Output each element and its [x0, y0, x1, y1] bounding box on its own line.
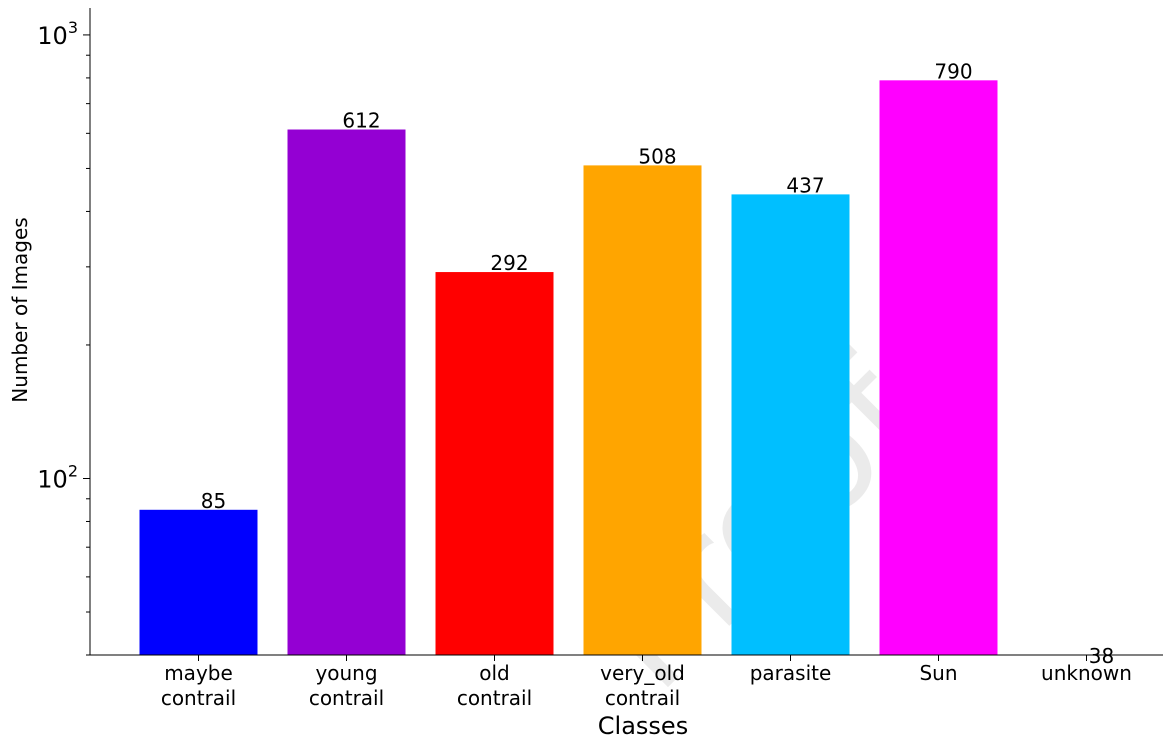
y-ticks-group: 102 103 [37, 18, 90, 655]
bar-value-label: 437 [786, 173, 824, 197]
bar [732, 194, 850, 655]
bar-value-label: 612 [342, 109, 380, 133]
bar [584, 165, 702, 655]
x-tick-label: Sun [919, 661, 957, 685]
x-tick-label: old contrail [457, 661, 532, 710]
x-ticks-group: maybe contrail young contrail old contrail ver… [161, 655, 1132, 710]
x-tick-label: very_old contrail [600, 661, 685, 710]
bar [140, 510, 258, 655]
bars-group [140, 80, 998, 655]
y-tick-label: 102 [37, 461, 78, 493]
y-axis-title: Number of Images [8, 217, 32, 402]
x-tick-label: young contrail [309, 661, 384, 710]
x-tick-label: unknown [1041, 661, 1132, 685]
y-tick-label: 103 [37, 18, 78, 50]
bar [436, 272, 554, 655]
x-axis-title: Classes [598, 712, 688, 739]
bar-value-label: 790 [934, 59, 972, 83]
bar-value-label: 292 [490, 251, 528, 275]
bar-value-label: 508 [638, 144, 676, 168]
bar-value-label: 85 [201, 489, 226, 513]
x-tick-label: parasite [750, 661, 832, 685]
bar [288, 130, 406, 655]
x-tick-label: maybe contrail [161, 661, 236, 710]
bar [880, 80, 998, 655]
